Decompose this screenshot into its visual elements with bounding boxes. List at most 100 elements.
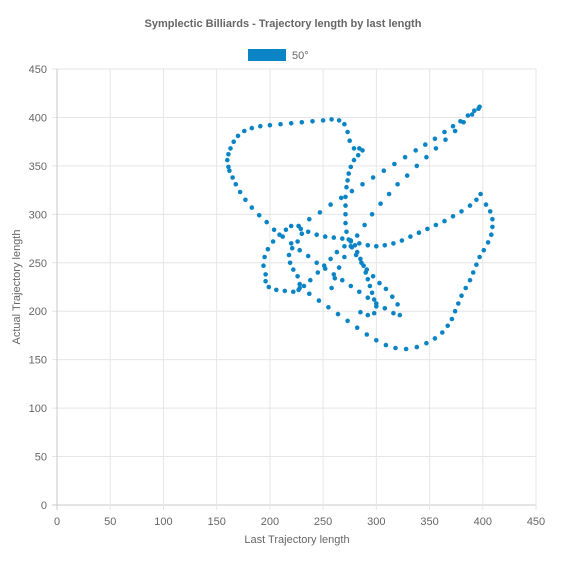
data-point[interactable] <box>472 108 477 113</box>
data-point[interactable] <box>386 191 392 197</box>
data-point[interactable] <box>345 318 350 324</box>
data-point[interactable] <box>320 118 326 123</box>
data-point[interactable] <box>392 161 397 167</box>
data-point[interactable] <box>425 226 430 232</box>
data-point[interactable] <box>345 129 350 135</box>
data-point[interactable] <box>270 239 276 244</box>
data-point[interactable] <box>393 345 398 351</box>
data-point[interactable] <box>432 336 438 341</box>
data-point[interactable] <box>365 312 371 318</box>
data-point[interactable] <box>442 129 447 135</box>
data-point[interactable] <box>470 270 476 275</box>
data-point[interactable] <box>365 276 371 282</box>
data-point[interactable] <box>287 260 293 266</box>
data-point[interactable] <box>331 235 337 240</box>
data-point[interactable] <box>343 203 348 208</box>
data-point[interactable] <box>262 254 267 260</box>
data-point[interactable] <box>288 223 294 229</box>
data-point[interactable] <box>225 157 230 163</box>
data-point[interactable] <box>391 310 396 316</box>
data-point[interactable] <box>322 234 328 239</box>
data-point[interactable] <box>316 298 322 303</box>
data-point[interactable] <box>449 316 455 322</box>
data-point[interactable] <box>465 113 471 118</box>
data-point[interactable] <box>369 212 375 217</box>
data-point[interactable] <box>478 191 483 197</box>
data-point[interactable] <box>226 152 231 157</box>
data-point[interactable] <box>237 189 243 195</box>
data-point[interactable] <box>348 283 354 289</box>
data-point[interactable] <box>371 297 377 302</box>
data-point[interactable] <box>399 238 405 243</box>
data-point[interactable] <box>377 280 382 286</box>
data-point[interactable] <box>416 230 422 235</box>
data-point[interactable] <box>413 148 419 153</box>
data-point[interactable] <box>459 293 464 299</box>
data-point[interactable] <box>266 284 272 290</box>
data-point[interactable] <box>374 244 379 249</box>
data-point[interactable] <box>291 289 296 295</box>
data-point[interactable] <box>440 330 445 335</box>
data-point[interactable] <box>233 182 239 187</box>
data-point[interactable] <box>461 120 466 125</box>
data-point[interactable] <box>351 157 357 163</box>
data-point[interactable] <box>329 117 334 122</box>
data-point[interactable] <box>383 342 389 348</box>
data-point[interactable] <box>291 267 296 272</box>
data-point[interactable] <box>335 311 341 317</box>
data-point[interactable] <box>395 302 400 307</box>
data-point[interactable] <box>249 125 255 131</box>
data-point[interactable] <box>369 290 375 296</box>
data-point[interactable] <box>329 285 334 291</box>
data-point[interactable] <box>227 168 232 173</box>
data-point[interactable] <box>370 175 376 180</box>
data-point[interactable] <box>351 146 357 151</box>
data-point[interactable] <box>363 270 369 275</box>
data-point[interactable] <box>331 272 337 277</box>
data-point[interactable] <box>374 304 379 309</box>
data-point[interactable] <box>297 281 303 287</box>
data-point[interactable] <box>355 152 361 158</box>
data-point[interactable] <box>390 294 395 300</box>
data-point[interactable] <box>423 142 428 147</box>
data-point[interactable] <box>235 133 241 139</box>
data-point[interactable] <box>360 182 365 187</box>
data-point[interactable] <box>343 220 348 226</box>
data-point[interactable] <box>307 291 312 297</box>
data-point[interactable] <box>474 262 479 268</box>
data-point[interactable] <box>474 197 479 203</box>
data-point[interactable] <box>328 202 333 207</box>
data-point[interactable] <box>342 254 347 260</box>
data-point[interactable] <box>288 241 294 246</box>
data-point[interactable] <box>305 229 311 235</box>
data-point[interactable] <box>404 173 410 178</box>
data-point[interactable] <box>256 213 262 218</box>
data-point[interactable] <box>226 164 231 170</box>
data-point[interactable] <box>382 306 388 311</box>
data-point[interactable] <box>305 253 311 259</box>
data-point[interactable] <box>344 229 349 235</box>
data-point[interactable] <box>314 260 320 266</box>
data-point[interactable] <box>467 277 473 283</box>
data-point[interactable] <box>361 263 366 269</box>
data-point[interactable] <box>308 277 313 283</box>
data-point[interactable] <box>357 289 362 295</box>
data-point[interactable] <box>469 112 475 117</box>
data-point[interactable] <box>490 216 495 222</box>
data-point[interactable] <box>485 240 491 245</box>
data-point[interactable] <box>274 287 279 293</box>
data-point[interactable] <box>370 274 376 279</box>
data-point[interactable] <box>328 256 333 262</box>
data-point[interactable] <box>301 283 307 289</box>
data-point[interactable] <box>321 263 327 269</box>
data-point[interactable] <box>310 119 315 124</box>
data-point[interactable] <box>452 308 458 314</box>
data-point[interactable] <box>345 178 350 183</box>
data-point[interactable] <box>378 201 383 206</box>
data-point[interactable] <box>365 243 371 248</box>
data-point[interactable] <box>317 210 323 215</box>
data-point[interactable] <box>450 123 456 129</box>
data-point[interactable] <box>489 232 494 237</box>
data-point[interactable] <box>242 128 247 134</box>
data-point[interactable] <box>354 233 360 238</box>
